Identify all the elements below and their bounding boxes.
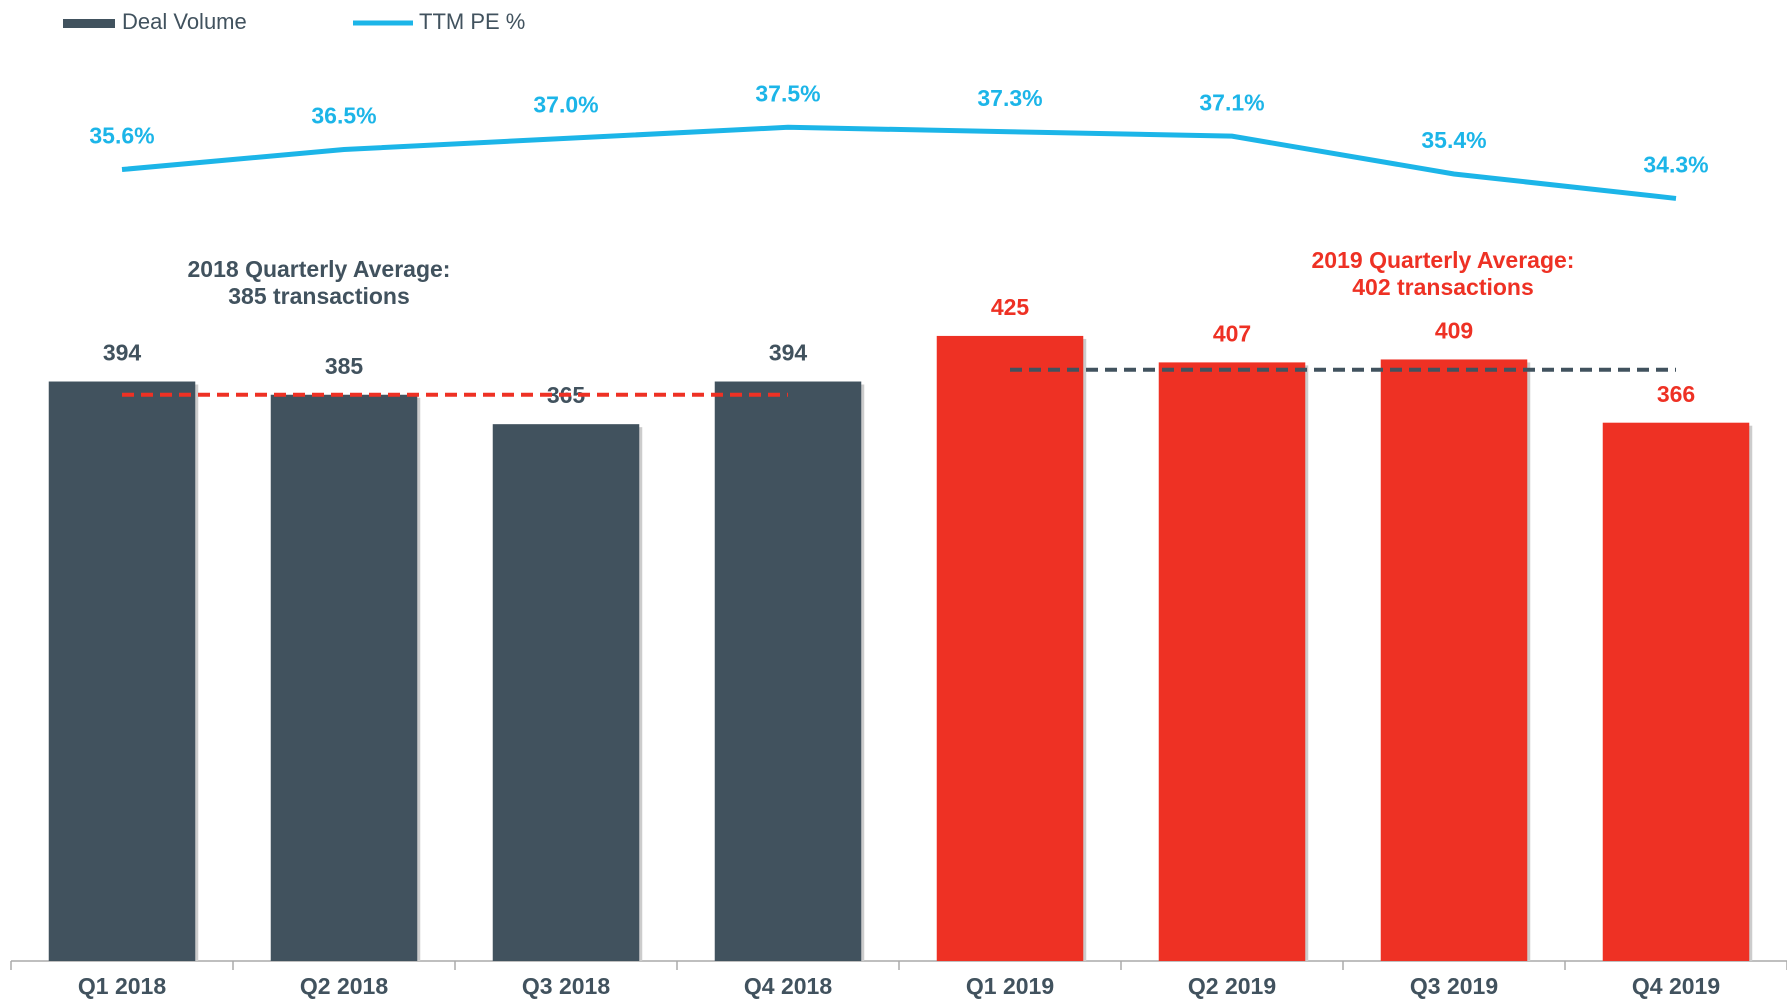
- data-label: 35.4%: [1421, 127, 1486, 153]
- data-label: 394: [769, 340, 808, 366]
- data-label: 37.0%: [533, 91, 598, 117]
- legend-label: TTM PE %: [419, 9, 525, 34]
- data-label: 37.1%: [1199, 89, 1264, 115]
- x-tick-label: Q3 2019: [1410, 973, 1498, 999]
- x-tick-label: Q1 2019: [966, 973, 1054, 999]
- bar: [936, 335, 1084, 961]
- bar: [492, 424, 640, 962]
- data-label: 425: [991, 294, 1030, 320]
- data-label: 37.3%: [977, 85, 1042, 111]
- data-label: 37.5%: [755, 80, 820, 106]
- annotation: 402 transactions: [1352, 274, 1534, 300]
- legend-label: Deal Volume: [122, 9, 247, 34]
- annotation: 385 transactions: [228, 283, 410, 309]
- data-label: 394: [103, 340, 142, 366]
- x-tick-label: Q1 2018: [78, 973, 166, 999]
- data-label: 36.5%: [311, 103, 376, 129]
- data-label: 35.6%: [89, 123, 154, 149]
- data-label: 407: [1213, 320, 1251, 346]
- data-label: 366: [1657, 381, 1695, 407]
- x-tick-label: Q2 2019: [1188, 973, 1276, 999]
- bar: [1602, 422, 1750, 961]
- x-tick-label: Q3 2018: [522, 973, 610, 999]
- annotation: 2019 Quarterly Average:: [1312, 247, 1575, 273]
- line: [121, 124, 1677, 201]
- legend-swatch: [63, 19, 115, 28]
- bar: [1158, 362, 1306, 961]
- bar: [714, 381, 862, 961]
- data-label: 385: [325, 353, 364, 379]
- x-tick-label: Q2 2018: [300, 973, 388, 999]
- bar: [1380, 359, 1528, 961]
- x-tick-label: Q4 2019: [1632, 973, 1720, 999]
- bar: [48, 381, 196, 961]
- x-tick-label: Q4 2018: [744, 973, 832, 999]
- data-label: 34.3%: [1643, 152, 1708, 178]
- annotation: 2018 Quarterly Average:: [188, 256, 451, 282]
- bar: [270, 394, 418, 961]
- data-label: 409: [1435, 318, 1473, 344]
